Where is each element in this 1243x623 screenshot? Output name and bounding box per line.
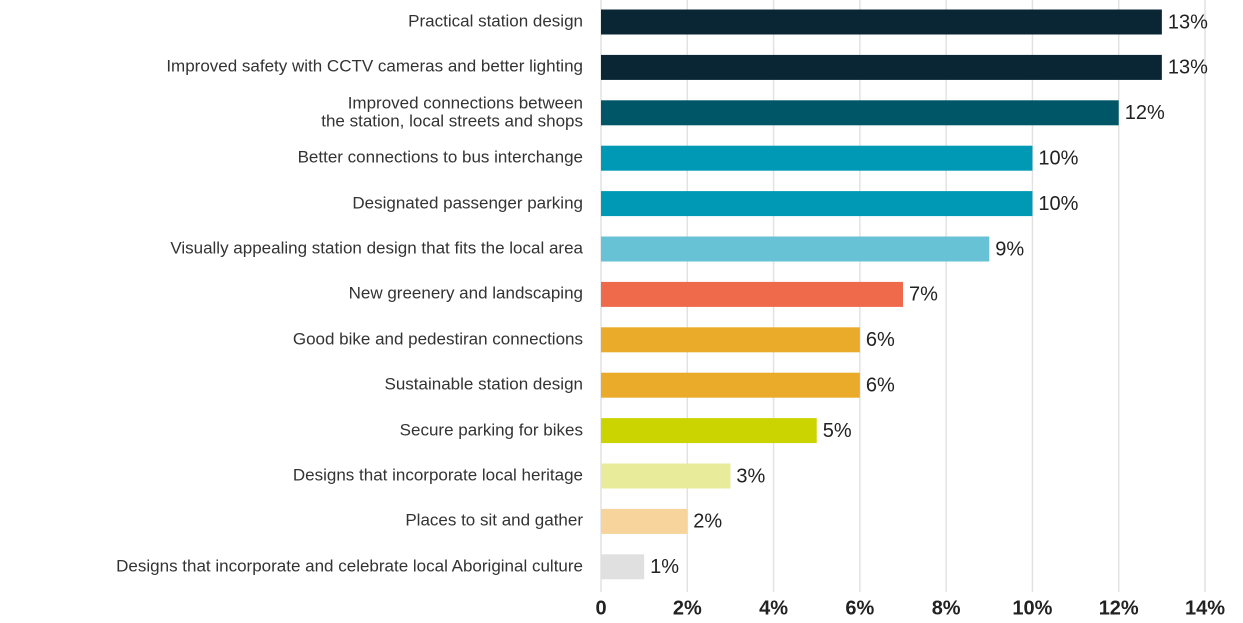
category-label: Improved connections between the station… (321, 93, 583, 131)
category-label: Good bike and pedestiran connections (292, 329, 583, 349)
category-label: Places to sit and gather (405, 511, 583, 531)
bar (601, 236, 990, 262)
bar (601, 554, 645, 580)
category-label: Designs that incorporate and celebrate l… (116, 556, 583, 576)
category-label: Practical station design (408, 11, 583, 31)
category-label: Better connections to bus interchange (297, 147, 583, 167)
bar (601, 418, 817, 444)
value-label: 1% (650, 556, 679, 578)
value-label: 13% (1168, 11, 1208, 33)
category-label: Improved safety with CCTV cameras and be… (166, 57, 583, 77)
value-label: 2% (693, 511, 722, 533)
x-tick-label: 10% (1012, 597, 1052, 619)
x-tick-label: 0 (595, 597, 606, 619)
category-label: Designated passenger parking (352, 193, 583, 213)
category-label: Designs that incorporate local heritage (292, 465, 583, 485)
category-label: Sustainable station design (384, 374, 583, 394)
value-label: 13% (1168, 57, 1208, 79)
category-label: Secure parking for bikes (399, 420, 583, 440)
x-tick-label: 6% (845, 597, 874, 619)
x-tick-label: 14% (1185, 597, 1225, 619)
value-label: 7% (909, 284, 938, 306)
value-label: 10% (1038, 147, 1078, 169)
value-label: 12% (1125, 102, 1165, 124)
category-label: Visually appealing station design that f… (170, 238, 583, 258)
bar (601, 327, 860, 353)
bar (601, 508, 688, 534)
x-tick-label: 12% (1099, 597, 1139, 619)
bar (601, 145, 1033, 171)
value-label: 5% (823, 420, 852, 442)
bar (601, 54, 1162, 80)
x-tick-label: 4% (759, 597, 788, 619)
value-label: 10% (1038, 193, 1078, 215)
category-label: New greenery and landscaping (348, 284, 583, 304)
bar (601, 9, 1162, 35)
bar (601, 281, 903, 307)
bar (601, 191, 1033, 217)
value-label: 6% (866, 329, 895, 351)
x-tick-label: 2% (673, 597, 702, 619)
bar (601, 100, 1119, 126)
value-label: 6% (866, 374, 895, 396)
value-label: 3% (736, 465, 765, 487)
bar (601, 463, 731, 489)
x-tick-label: 8% (932, 597, 961, 619)
value-label: 9% (995, 238, 1024, 260)
bar (601, 372, 860, 398)
